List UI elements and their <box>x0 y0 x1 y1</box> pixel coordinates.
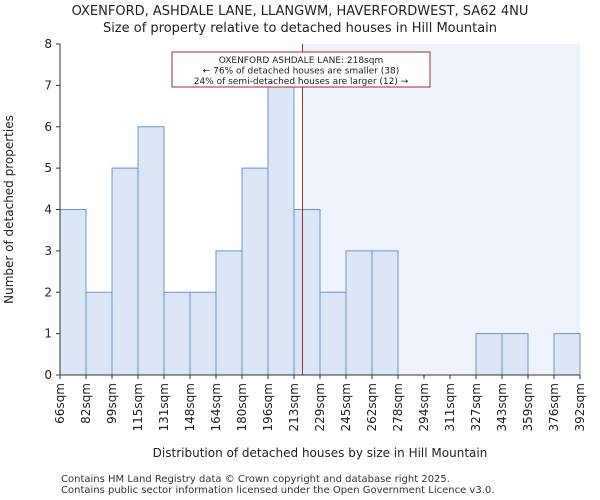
annotation-line-3: 24% of semi-detached houses are larger (… <box>194 77 409 87</box>
x-tick-label-311sqm: 311sqm <box>443 383 457 431</box>
bar-180sqm <box>241 167 269 376</box>
y-tick-label-1: 1 <box>44 327 52 341</box>
chart-subtitle: Size of property relative to detached ho… <box>102 21 498 36</box>
bar-99sqm <box>111 167 139 376</box>
bar-115sqm <box>137 126 165 376</box>
bar-327sqm <box>475 333 503 376</box>
x-tick-label-262sqm: 262sqm <box>365 383 379 431</box>
y-tick-label-2: 2 <box>44 285 52 299</box>
x-axis-title: Distribution of detached houses by size … <box>153 446 488 460</box>
x-tick-label-115sqm: 115sqm <box>131 383 145 431</box>
y-tick-label-5: 5 <box>44 161 52 175</box>
x-tick-label-99sqm: 99sqm <box>105 383 119 424</box>
y-tick-label-0: 0 <box>44 368 52 382</box>
bar-229sqm <box>319 291 347 376</box>
x-tick-label-164sqm: 164sqm <box>209 383 223 431</box>
y-tick-label-4: 4 <box>44 203 52 217</box>
y-tick-label-7: 7 <box>44 78 52 92</box>
x-tick-label-148sqm: 148sqm <box>183 383 197 431</box>
bar-343sqm <box>501 333 529 376</box>
bar-196sqm <box>267 84 295 376</box>
x-tick-label-376sqm: 376sqm <box>547 383 561 431</box>
bar-82sqm <box>85 291 113 376</box>
x-tick-label-359sqm: 359sqm <box>521 383 535 431</box>
x-tick-label-131sqm: 131sqm <box>157 383 171 431</box>
x-tick-label-278sqm: 278sqm <box>391 383 405 431</box>
bar-66sqm <box>59 209 87 376</box>
annotation-line-1: OXENFORD ASHDALE LANE: 218sqm <box>219 56 384 66</box>
bar-213sqm <box>293 209 321 376</box>
bar-376sqm <box>553 333 581 376</box>
x-tick-label-196sqm: 196sqm <box>261 383 275 431</box>
y-tick-label-6: 6 <box>44 120 52 134</box>
annotation-line-2: ← 76% of detached houses are smaller (38… <box>203 67 400 77</box>
footer-line-2: Contains public sector information licen… <box>61 485 495 496</box>
x-tick-label-245sqm: 245sqm <box>339 383 353 431</box>
y-axis-title: Number of detached properties <box>2 115 16 304</box>
footer-line-1: Contains HM Land Registry data © Crown c… <box>61 474 450 485</box>
bar-131sqm <box>163 291 191 376</box>
x-tick-label-180sqm: 180sqm <box>235 383 249 431</box>
x-tick-label-294sqm: 294sqm <box>417 383 431 431</box>
y-tick-label-8: 8 <box>44 37 52 51</box>
bar-245sqm <box>345 250 373 376</box>
x-tick-label-66sqm: 66sqm <box>53 383 67 424</box>
annotation-box <box>171 51 431 88</box>
x-tick-label-392sqm: 392sqm <box>573 383 587 431</box>
chart-title: OXENFORD, ASHDALE LANE, LLANGWM, HAVERFO… <box>71 4 529 19</box>
bar-262sqm <box>371 250 399 376</box>
x-tick-label-229sqm: 229sqm <box>313 383 327 431</box>
x-tick-label-213sqm: 213sqm <box>287 383 301 431</box>
bar-164sqm <box>215 250 243 376</box>
x-tick-label-343sqm: 343sqm <box>495 383 509 431</box>
x-tick-label-82sqm: 82sqm <box>79 383 93 424</box>
y-tick-label-3: 3 <box>44 244 52 258</box>
x-tick-label-327sqm: 327sqm <box>469 383 483 431</box>
bar-148sqm <box>189 291 217 376</box>
